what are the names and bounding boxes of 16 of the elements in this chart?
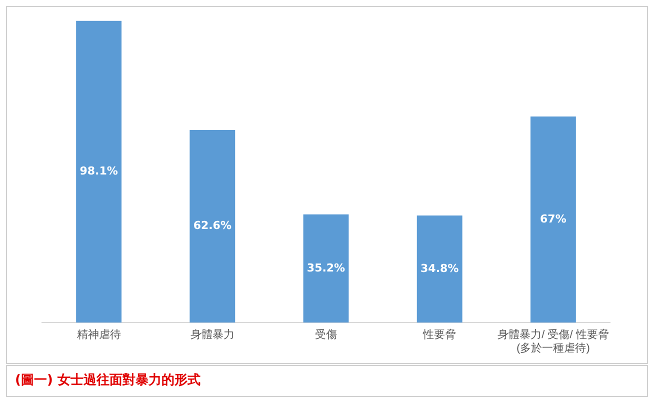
bar — [303, 214, 349, 323]
bar — [416, 216, 462, 323]
bar — [190, 130, 236, 323]
data-label: 35.2% — [306, 261, 346, 274]
x-tick-label: 身體暴力 — [190, 328, 234, 342]
data-label: 62.6% — [193, 219, 232, 232]
data-label: 34.8% — [420, 262, 459, 275]
x-tick-label: 身體暴力/ 受傷/ 性要脅 (多於一種虐待) — [498, 328, 609, 354]
x-tick-label: 性要脅 — [422, 328, 456, 342]
bar — [530, 116, 576, 323]
data-label: 67% — [540, 212, 566, 226]
bar — [76, 20, 122, 323]
text: (圖一) 女士過往面對暴力的形式 — [6, 365, 648, 397]
x-tick-label: 受傷 — [315, 328, 337, 342]
x-tick-label: 精神虐待 — [76, 328, 121, 342]
data-label: 98.1% — [80, 164, 118, 178]
